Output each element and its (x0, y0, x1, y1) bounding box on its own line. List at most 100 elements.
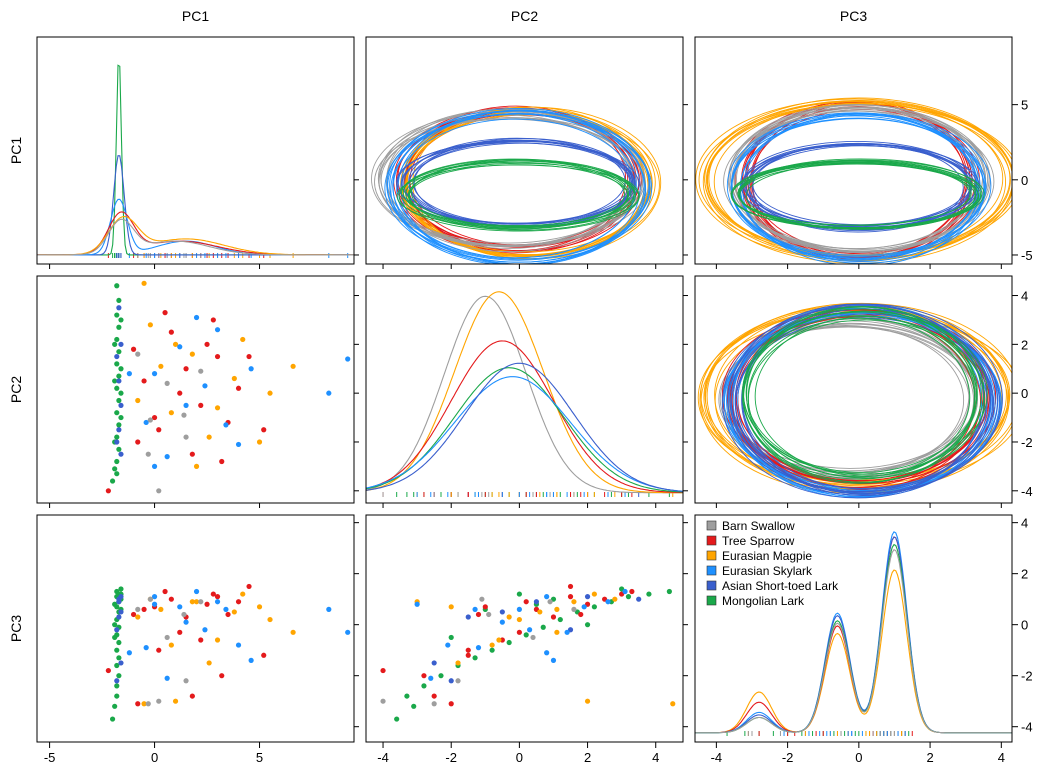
x-tick-label-pc3: -4 (711, 750, 723, 765)
scatter-point (131, 347, 136, 352)
scatter-point (114, 283, 119, 288)
scatter-point (646, 591, 651, 596)
scatter-point (517, 607, 522, 612)
scatter-point (112, 622, 117, 627)
ellipse-panel-pc1_pc3 (696, 98, 1021, 266)
scatter-point (507, 614, 512, 619)
scatter-point (445, 642, 450, 647)
scatter-point (449, 604, 454, 609)
column-title-pc2: PC2 (511, 8, 538, 24)
y-tick-label-pc3: 4 (1021, 516, 1028, 531)
scatter-point (592, 591, 597, 596)
scatter-point (582, 604, 587, 609)
scatter-point (380, 699, 385, 704)
scatter-point (204, 342, 209, 347)
y-tick-label-pc2: 2 (1021, 337, 1028, 352)
scatter-point (127, 650, 132, 655)
scatter-point (112, 635, 117, 640)
scatter-point (571, 599, 576, 604)
density-curve-pc1-tree-sparrow (37, 212, 354, 255)
panel-frame-pc3-pc1 (37, 515, 354, 742)
legend-swatch (707, 521, 716, 530)
scatter-point (183, 678, 188, 683)
scatter-point (173, 699, 178, 704)
scatter-point (544, 650, 549, 655)
scatter-point (146, 452, 151, 457)
scatter-point (236, 442, 241, 447)
scatter-point (148, 417, 153, 422)
scatter-point (116, 614, 121, 619)
scatter-point (116, 655, 121, 660)
scatter-point (479, 597, 484, 602)
scatter-point (449, 701, 454, 706)
scatter-point (181, 612, 186, 617)
scatter-point (585, 622, 590, 627)
legend-label: Asian Short-toed Lark (722, 579, 839, 593)
density-curve-pc2-asian-short-toed-lark (366, 363, 683, 491)
scatter-point (141, 378, 146, 383)
scatter-point (486, 612, 491, 617)
density-curve-pc1-mongolian-lark (37, 65, 354, 255)
scatter-point (211, 317, 216, 322)
x-tick-label-pc2: -4 (377, 750, 389, 765)
scatter-point (246, 584, 251, 589)
panel-frame-pc1-pc1 (37, 37, 354, 264)
y-tick-label-pc2: -4 (1021, 484, 1033, 499)
scatter-point (144, 645, 149, 650)
scatter-point (667, 589, 672, 594)
scatter-point (432, 660, 437, 665)
scatter-point (472, 655, 477, 660)
scatter-point (215, 327, 220, 332)
scatter-point (257, 439, 262, 444)
scatter-point (215, 637, 220, 642)
scatter-point (554, 630, 559, 635)
pairs-plot: PC1 PC2 PC3PC1PC2PC3-5 0 5 -4 -2 0 2 4 -4 -2 0 2 4-505… (0, 0, 1052, 776)
scatter-point (156, 648, 161, 653)
y-tick-label-pc2: -2 (1021, 435, 1033, 450)
scatter-point (544, 594, 549, 599)
scatter-point (524, 632, 529, 637)
density-curve-pc2-eurasian-skylark (366, 377, 683, 492)
scatter-point (223, 422, 228, 427)
scatter-point (177, 630, 182, 635)
scatter-point (118, 317, 123, 322)
scatter-point (114, 627, 119, 632)
scatter-point (162, 310, 167, 315)
scatter-point (629, 589, 634, 594)
scatter-point (165, 454, 170, 459)
scatter-point (466, 614, 471, 619)
scatter-point (517, 630, 522, 635)
scatter-point (114, 354, 119, 359)
panel-frame-pc2-pc2 (366, 276, 683, 503)
x-tick-label-pc1: -5 (44, 750, 56, 765)
density-curve-pc1-asian-short-toed-lark (37, 156, 354, 255)
scatter-point (114, 361, 119, 366)
scatter-point (152, 602, 157, 607)
scatter-point (261, 653, 266, 658)
y-tick-label-pc3: -4 (1021, 720, 1033, 735)
y-tick-label-pc3: 0 (1021, 618, 1028, 633)
density-curve-pc1-eurasian-skylark (37, 199, 354, 255)
scatter-point (507, 640, 512, 645)
scatter-point (177, 391, 182, 396)
scatter-point (551, 658, 556, 663)
scatter-point (219, 459, 224, 464)
scatter-point (585, 594, 590, 599)
x-tick-label-pc3: 0 (855, 750, 862, 765)
scatter-point (114, 459, 119, 464)
rug-pc3 (727, 731, 912, 736)
scatter-point (246, 354, 251, 359)
scatter-point (496, 637, 501, 642)
scatter-panel-pc2-pc1 (106, 281, 351, 494)
x-tick-label-pc2: 4 (652, 750, 659, 765)
row-title-pc1: PC1 (8, 137, 24, 164)
scatter-point (127, 371, 132, 376)
scatter-point (380, 668, 385, 673)
scatter-point (165, 635, 170, 640)
legend-swatch (707, 536, 716, 545)
scatter-point (114, 683, 119, 688)
scatter-point (219, 673, 224, 678)
scatter-point (438, 673, 443, 678)
scatter-point (500, 620, 505, 625)
scatter-point (432, 693, 437, 698)
